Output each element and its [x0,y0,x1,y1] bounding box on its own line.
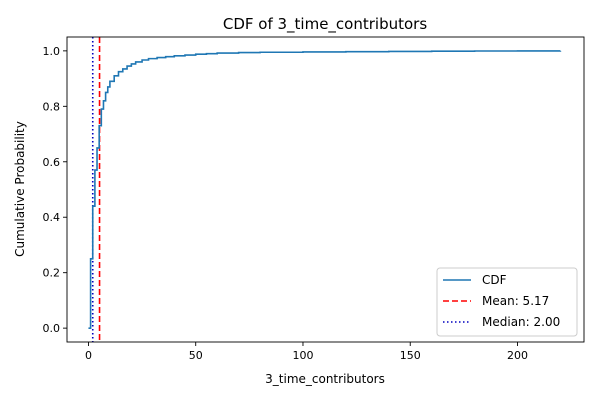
x-tick-label: 150 [400,349,421,362]
legend-entry-cdf-label: CDF [482,273,507,287]
x-tick-label: 200 [507,349,528,362]
y-tick-label: 0.8 [43,100,61,113]
chart-title: CDF of 3_time_contributors [223,15,427,34]
legend-entry-mean-label: Mean: 5.17 [482,294,549,308]
x-tick-label: 50 [189,349,203,362]
y-tick-label: 1.0 [43,45,61,58]
y-tick-label: 0.2 [43,267,61,280]
x-tick-label: 100 [292,349,313,362]
plot-area: 0 50 100 150 200 0.0 0.2 0.4 0.6 0.8 1.0 [43,36,585,362]
legend-entry-median-label: Median: 2.00 [482,315,560,329]
legend-box [436,267,578,337]
legend: CDF Mean: 5.17 Median: 2.00 [436,267,578,337]
y-tick-label: 0.0 [43,322,61,335]
y-tick-label: 0.6 [43,156,61,169]
x-tick-label: 0 [85,349,92,362]
axes-frame [66,36,585,343]
y-axis-label: Cumulative Probability [13,121,27,257]
y-tick-label: 0.4 [43,211,61,224]
cdf-series-line [88,50,562,329]
x-axis-label: 3_time_contributors [265,372,385,386]
